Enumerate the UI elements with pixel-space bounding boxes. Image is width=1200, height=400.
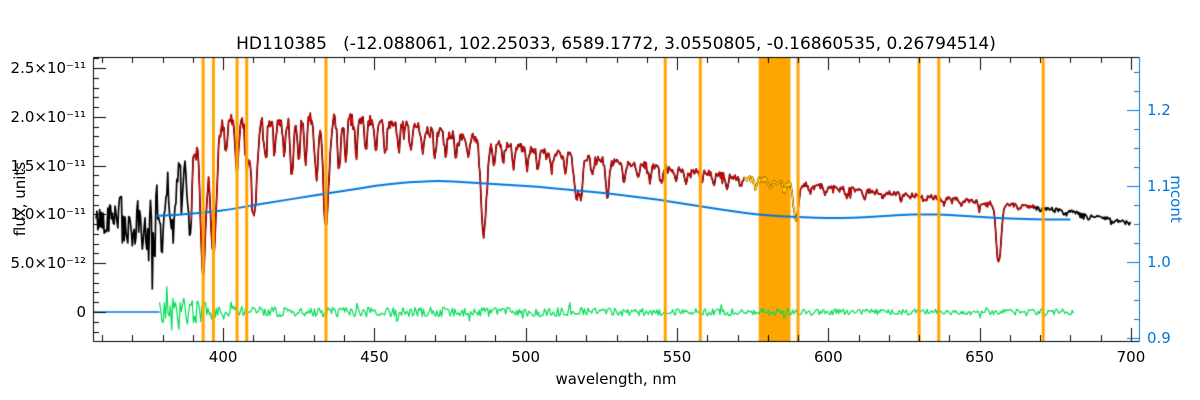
mcont-tick-label: 0.9	[1147, 329, 1171, 348]
plot-title: HD110385 (-12.088061, 102.25033, 6589.17…	[236, 34, 996, 54]
x-tick-label: 450	[360, 348, 389, 366]
x-tick-label: 400	[208, 348, 238, 366]
flux-tick-label: 0	[76, 303, 86, 321]
x-axis-label: wavelength, nm	[555, 370, 677, 388]
flux-tick-label: 5.0×10⁻¹²	[10, 254, 86, 273]
x-tick-label: 500	[511, 348, 541, 366]
x-tick-label: 600	[813, 348, 843, 366]
flux-tick-label: 1.5×10⁻¹¹	[10, 156, 86, 175]
flux-tick-label: 2.5×10⁻¹¹	[10, 59, 86, 78]
flux-tick-label: 2.0×10⁻¹¹	[10, 107, 86, 126]
x-tick-label: 650	[965, 348, 994, 366]
x-tick-label: 550	[662, 348, 692, 366]
mcont-tick-label: 1.2	[1147, 101, 1171, 119]
mcont-tick-label: 1.0	[1147, 253, 1171, 272]
flux-tick-label: 1.0×10⁻¹¹	[10, 205, 86, 224]
x-tick-label: 700	[1116, 348, 1146, 366]
mcont-tick-label: 1.1	[1147, 177, 1171, 196]
